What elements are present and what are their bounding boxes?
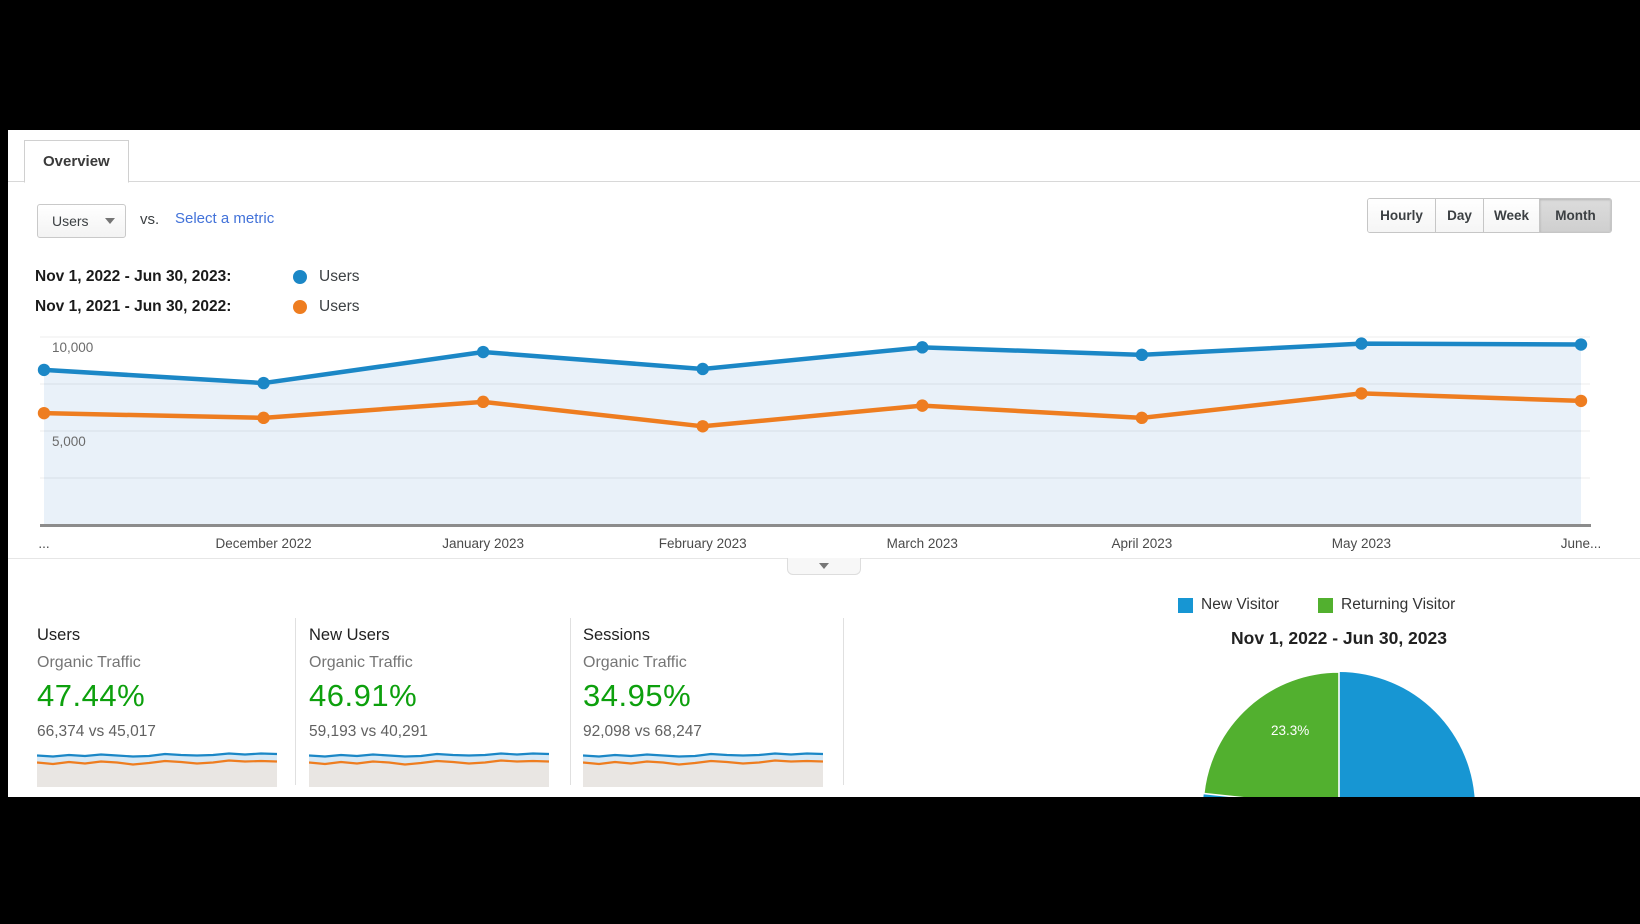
sessions-sparkline-chart (583, 752, 823, 787)
svg-text:December 2022: December 2022 (216, 536, 312, 551)
svg-text:June...: June... (1561, 536, 1602, 551)
select-metric-link[interactable]: Select a metric (175, 210, 275, 227)
series-legend-row-current: Nov 1, 2022 - Jun 30, 2023: Users (35, 268, 359, 286)
granularity-month-button[interactable]: Month (1540, 199, 1611, 232)
pie-legend-returning-visitor: Returning Visitor (1318, 596, 1456, 613)
pie-legend-new-visitor: New Visitor (1178, 596, 1280, 613)
svg-text:10,000: 10,000 (52, 340, 93, 355)
series-legend-row-previous: Nov 1, 2021 - Jun 30, 2022: Users (35, 298, 359, 316)
data-point-dot (1135, 411, 1149, 425)
vs-label: vs. (140, 211, 160, 228)
card-change-percent: 47.44% (37, 678, 146, 713)
legend-swatch-green-icon (1318, 597, 1333, 613)
tab-overview-label: Overview (43, 153, 110, 170)
data-point-dot (1135, 348, 1149, 362)
date-range-current: Nov 1, 2022 - Jun 30, 2023: (35, 268, 232, 285)
metric-dropdown-value: Users (52, 213, 89, 229)
granularity-button-group: Hourly Day Week Month (1367, 198, 1612, 233)
chevron-down-icon (819, 563, 829, 569)
card-comparison-values: 92,098 vs 68,247 (583, 723, 702, 740)
svg-text:5,000: 5,000 (52, 434, 86, 449)
data-point-dot (916, 399, 929, 412)
tab-bar: Overview (8, 130, 1640, 183)
data-point-dot (1355, 337, 1368, 350)
granularity-hourly-button[interactable]: Hourly (1368, 199, 1436, 232)
users-timeline-chart: 5,000 10,000... December 2022 January 2023 F… (37, 336, 1602, 551)
svg-text:May 2023: May 2023 (1332, 536, 1391, 551)
data-point-dot (1574, 394, 1588, 408)
data-point-dot (476, 345, 490, 359)
data-point-dot (37, 406, 51, 420)
data-point-dot (1355, 387, 1368, 400)
data-point-dot (696, 420, 709, 433)
data-point-dot (37, 363, 51, 377)
svg-text:23.3%: 23.3% (1271, 723, 1309, 738)
series-dot-blue-icon (293, 270, 307, 284)
date-range-previous: Nov 1, 2021 - Jun 30, 2022: (35, 298, 232, 315)
metric-dropdown[interactable]: Users (37, 204, 126, 238)
svg-text:March 2023: March 2023 (887, 536, 958, 551)
card-divider (843, 618, 844, 785)
users-sparkline-chart (37, 752, 277, 787)
legend-swatch-blue-icon (1178, 597, 1193, 613)
metric-card-users: Users Organic Traffic 47.44% 66,374 vs 4… (37, 620, 287, 787)
card-comparison-values: 66,374 vs 45,017 (37, 723, 156, 740)
new-users-sparkline-chart (309, 752, 549, 787)
card-change-percent: 46.91% (309, 678, 418, 713)
visitor-type-pie-chart: 23.3% (1202, 671, 1475, 797)
card-segment-label: Organic Traffic (309, 654, 413, 671)
series-metric-previous: Users (319, 298, 360, 315)
metric-card-new-users: New Users Organic Traffic 46.91% 59,193 … (309, 620, 559, 787)
data-point-dot (476, 395, 490, 409)
collapse-chart-button[interactable] (787, 558, 861, 575)
svg-text:April 2023: April 2023 (1111, 536, 1172, 551)
svg-text:...: ... (38, 536, 49, 551)
card-metric-title: Sessions (583, 626, 650, 644)
svg-text:February 2023: February 2023 (659, 536, 747, 551)
pie-chart-title: Nov 1, 2022 - Jun 30, 2023 (1231, 628, 1447, 648)
card-divider (295, 618, 296, 785)
svg-text:January 2023: January 2023 (442, 536, 524, 551)
card-comparison-values: 59,193 vs 40,291 (309, 723, 428, 740)
metric-card-sessions: Sessions Organic Traffic 34.95% 92,098 v… (583, 620, 833, 787)
card-change-percent: 34.95% (583, 678, 692, 713)
card-segment-label: Organic Traffic (37, 654, 141, 671)
tab-overview[interactable]: Overview (24, 140, 129, 183)
granularity-day-button[interactable]: Day (1436, 199, 1484, 232)
granularity-week-button[interactable]: Week (1484, 199, 1540, 232)
pie-legend-label: New Visitor (1201, 596, 1280, 613)
analytics-panel: Overview Users vs. Select a metric Hourl… (8, 130, 1640, 797)
data-point-dot (257, 411, 270, 425)
data-point-dot (696, 362, 709, 376)
chevron-down-icon (105, 218, 115, 224)
card-metric-title: Users (37, 626, 81, 644)
series-dot-orange-icon (293, 300, 307, 314)
series-metric-current: Users (319, 268, 360, 285)
card-divider (570, 618, 571, 785)
data-point-dot (916, 341, 929, 354)
card-segment-label: Organic Traffic (583, 654, 687, 671)
card-metric-title: New Users (309, 626, 390, 644)
data-point-dot (257, 376, 270, 390)
pie-legend-label: Returning Visitor (1341, 596, 1456, 613)
data-point-dot (1574, 338, 1588, 351)
